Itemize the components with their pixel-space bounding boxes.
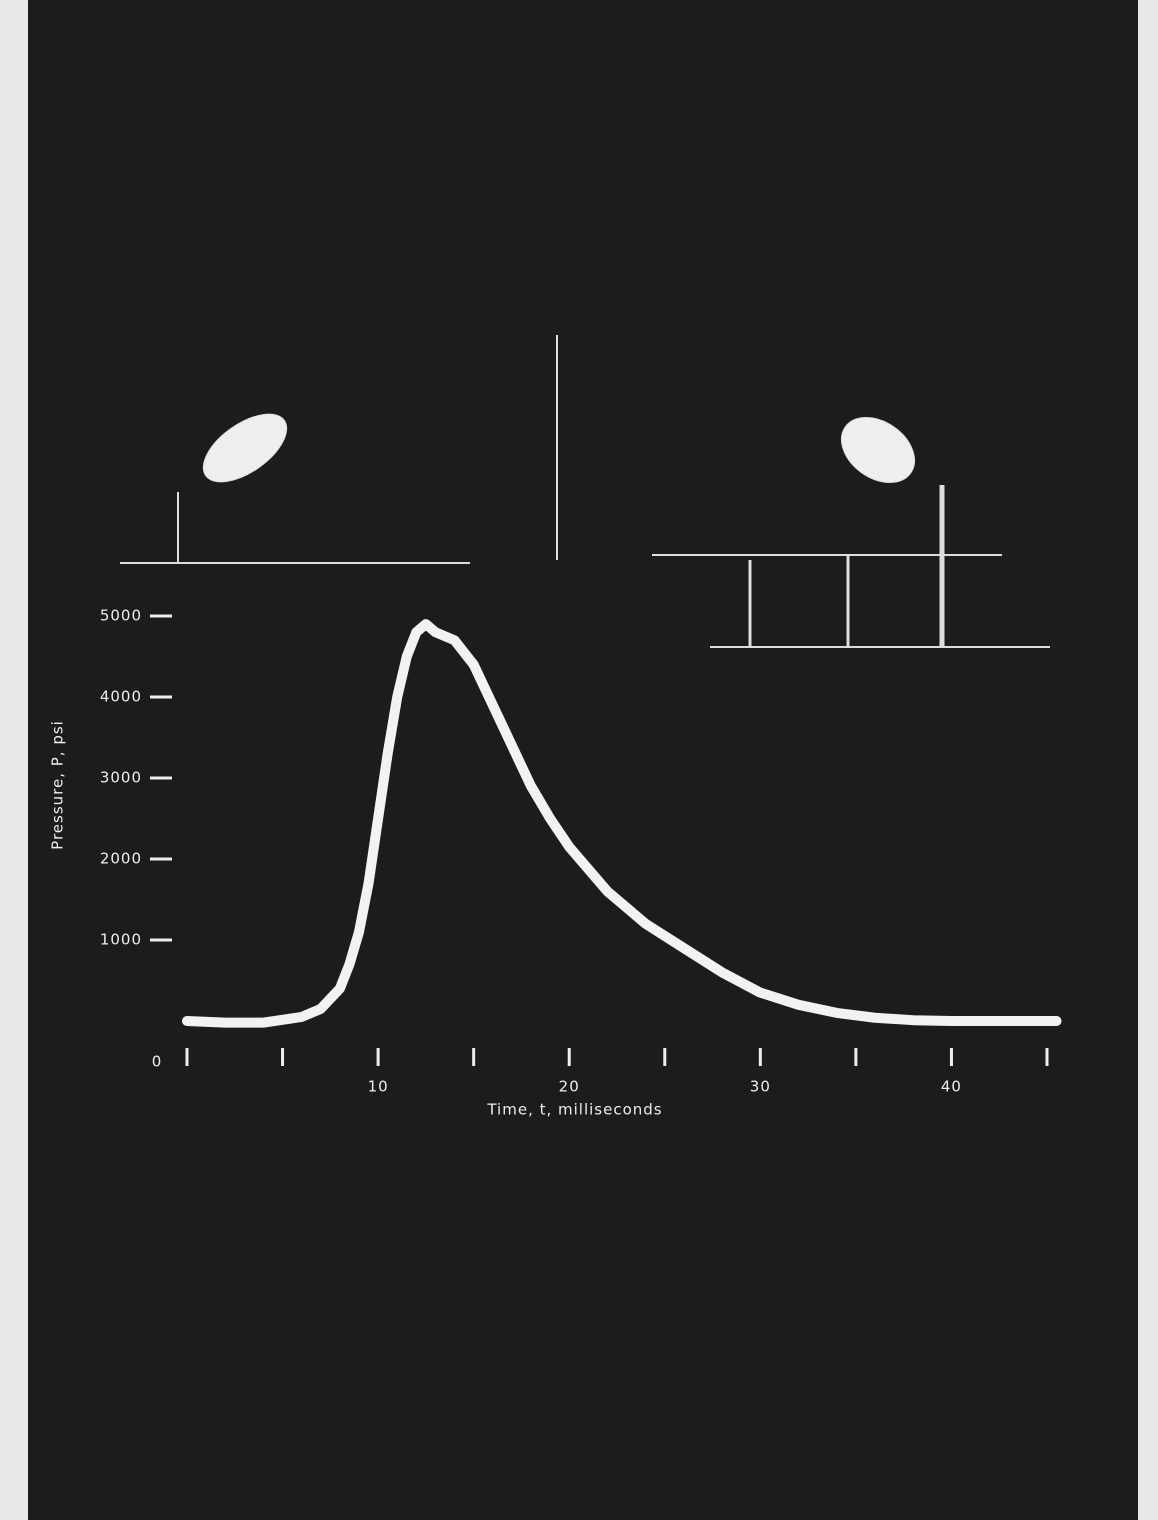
x-tick-label: 40 bbox=[941, 1078, 962, 1096]
pressure-trace bbox=[182, 619, 1062, 1028]
ellipse-trace bbox=[202, 413, 288, 483]
page-edge bbox=[1138, 0, 1158, 1520]
x-tick-label: 30 bbox=[750, 1078, 771, 1096]
page-edge bbox=[0, 0, 28, 1520]
x-axis-title: Time, t, milliseconds bbox=[486, 1101, 662, 1119]
y-axis-title: Pressure, P, psi bbox=[49, 720, 67, 850]
y-tick-label: 1000 bbox=[100, 931, 142, 949]
y-tick-label: 3000 bbox=[100, 769, 142, 787]
y-tick-label: 2000 bbox=[100, 850, 142, 868]
y-tick-label: 5000 bbox=[100, 607, 142, 625]
y-tick-label: 4000 bbox=[100, 688, 142, 706]
x-tick-label: 10 bbox=[368, 1078, 389, 1096]
x-tick-label: 0 bbox=[152, 1053, 163, 1071]
oscilloscope-decor bbox=[120, 335, 1050, 648]
ellipse-trace bbox=[841, 417, 915, 483]
x-tick-label: 20 bbox=[559, 1078, 580, 1096]
